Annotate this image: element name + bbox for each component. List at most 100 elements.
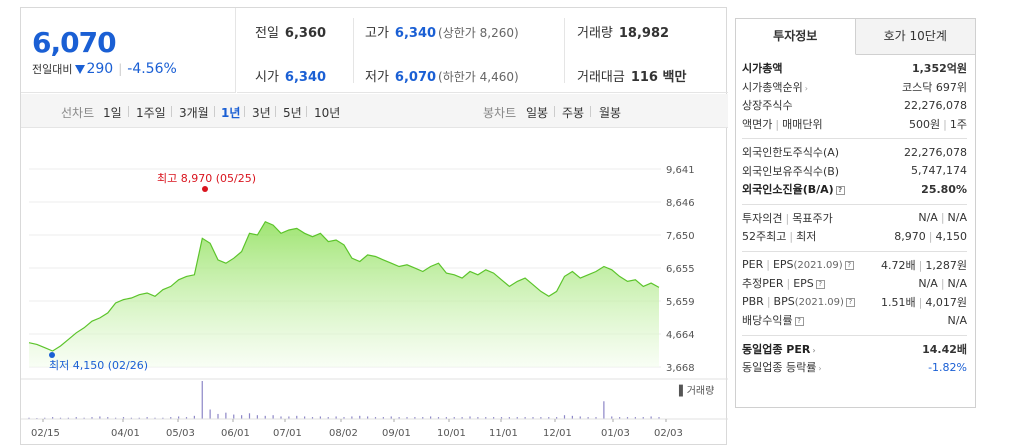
tab-daily[interactable]: 일봉: [526, 106, 549, 120]
volume-bar: [296, 415, 298, 419]
separator: |: [940, 276, 945, 290]
tab-3m[interactable]: 3개월: [179, 106, 209, 120]
valuation-section: PER | EPS(2021.09)? 4.72배 | 1,287원 추정PER | EPS…: [742, 252, 967, 336]
tab-monthly[interactable]: 월봉: [599, 106, 622, 120]
candle-chart-label: 봉차트: [483, 106, 517, 120]
row-value: 4,017원: [925, 295, 967, 309]
row-market-cap: 시가총액 1,352억원: [742, 59, 967, 78]
help-icon[interactable]: ?: [815, 279, 825, 289]
volume-bar: [359, 415, 361, 419]
row-opinion: 투자의견 | 목표주가 N/A | N/A: [742, 209, 967, 228]
tab-1w[interactable]: 1주일: [136, 106, 166, 120]
volume-bar: [138, 417, 140, 419]
separator: |: [940, 211, 945, 225]
volume-bar: [162, 417, 164, 419]
volume-bar: [83, 417, 85, 419]
price-line: [28, 220, 660, 352]
volume-bar: [579, 416, 581, 419]
row-value: N/A: [918, 211, 938, 225]
volume-bar: [437, 417, 440, 419]
tab-5y[interactable]: 5년: [283, 106, 302, 120]
change-divider: |: [118, 62, 123, 76]
stat-high: 고가 6,340 (상한가 8,260): [365, 22, 519, 41]
tab-weekly[interactable]: 주봉: [562, 106, 585, 120]
volume-bar: [587, 417, 589, 419]
volume-bar: [445, 417, 447, 419]
tab-orderbook-10[interactable]: 호가 10단계: [855, 19, 975, 55]
row-label-wrap: 투자의견 | 목표주가: [742, 210, 833, 226]
row-value: 1,352억원: [911, 62, 967, 76]
y-tick-label: 9,641: [666, 165, 695, 176]
row-label: 목표주가: [792, 211, 833, 225]
line-chart-label: 선차트: [61, 106, 95, 120]
price-chart-svg: 9,641 8,646 7,650 6,655 5,659 4,664 3,668 최고 8,…: [21, 165, 728, 439]
row-52w: 52주최고 | 최저 8,970 | 4,150: [742, 227, 967, 246]
volume-bar: [52, 417, 54, 419]
row-label: EPS: [793, 277, 814, 291]
tab-1y[interactable]: 1년: [221, 106, 241, 120]
row-per-eps: PER | EPS(2021.09)? 4.72배 | 1,287원: [742, 256, 967, 275]
row-label-wrap: 외국인소진율(B/A)?: [742, 181, 845, 197]
row-label: 추정PER: [742, 277, 784, 291]
change-row: 전일대비 290 | -4.56%: [32, 61, 177, 77]
row-value: 5,747,174: [911, 164, 967, 178]
tab-10y[interactable]: 10년: [314, 106, 341, 120]
row-par-unit: 액면가 | 매매단위 500원 | 1주: [742, 115, 967, 134]
row-label-wrap: PBR | BPS(2021.09)?: [742, 295, 855, 308]
volume-bar: [658, 417, 660, 419]
row-value: 500원: [909, 117, 941, 131]
help-icon[interactable]: ?: [835, 185, 845, 195]
stat-label: 전일: [255, 26, 279, 41]
row-value-wrap: 1.51배 | 4,017원: [881, 294, 967, 310]
x-tick-label: 01/03: [601, 428, 630, 439]
tab-divider: [128, 106, 129, 117]
tab-divider: [554, 106, 555, 117]
help-icon[interactable]: ?: [794, 316, 804, 326]
volume-bar: [611, 416, 613, 419]
row-value-wrap: N/A | N/A: [918, 211, 967, 224]
row-value-wrap: 8,970 | 4,150: [894, 230, 967, 243]
row-label-wrap: 추정PER | EPS?: [742, 275, 825, 291]
volume-bar: [233, 414, 235, 419]
invest-tabs: 투자정보 호가 10단계: [736, 19, 975, 55]
tab-1d[interactable]: 1일: [103, 106, 122, 120]
volume-bar: [115, 417, 117, 419]
row-label-wrap[interactable]: 동일업종 등락률 ›: [742, 359, 822, 375]
market-cap-section: 시가총액 1,352억원 시가총액순위 › 코스닥 697위 상장주식수 22,2…: [742, 55, 967, 139]
volume-bar: [130, 417, 132, 419]
row-value: N/A: [947, 313, 967, 327]
volume-bar: [374, 417, 377, 419]
volume-bar: [650, 416, 652, 419]
row-label: 시가총액순위: [742, 80, 803, 94]
volume-bar: [146, 417, 148, 419]
tab-3y[interactable]: 3년: [252, 106, 271, 120]
row-label-wrap[interactable]: 시가총액순위 ›: [742, 79, 808, 95]
y-tick-label: 5,659: [666, 297, 695, 308]
min-point: [49, 352, 55, 358]
volume-bar: [477, 417, 479, 419]
opinion-section: 투자의견 | 목표주가 N/A | N/A 52주최고 | 최저 8,970 | 4,150: [742, 205, 967, 252]
row-value: N/A: [947, 211, 967, 225]
row-pbr-bps: PBR | BPS(2021.09)? 1.51배 | 4,017원: [742, 293, 967, 312]
volume-bar: [99, 416, 101, 419]
volume-bar: [422, 417, 424, 419]
volume-bar: [453, 417, 455, 419]
row-value: 1,287원: [925, 258, 967, 272]
y-tick-label: 8,646: [666, 198, 695, 209]
help-icon[interactable]: ?: [845, 297, 855, 307]
tab-invest-info[interactable]: 투자정보: [736, 19, 856, 55]
current-price: 6,070: [32, 26, 117, 59]
volume-bar: [335, 416, 337, 419]
volume-bar: [516, 417, 518, 419]
volume-bar: [272, 415, 274, 419]
stat-low: 저가 6,070 (하한가 4,460): [365, 66, 519, 85]
volume-bar: [59, 417, 62, 419]
volume-bar: [540, 417, 542, 419]
price-chart[interactable]: 9,641 8,646 7,650 6,655 5,659 4,664 3,668 최고 8,…: [21, 129, 728, 445]
y-tick-label: 7,650: [666, 231, 695, 242]
row-label-wrap[interactable]: 동일업종 PER ›: [742, 341, 816, 357]
row-value: 8,970: [894, 229, 926, 243]
help-icon[interactable]: ?: [844, 260, 854, 270]
row-label-wrap: PER | EPS(2021.09)?: [742, 258, 854, 271]
industry-section: 동일업종 PER › 14.42배 동일업종 등락률 › -1.82%: [742, 336, 967, 382]
